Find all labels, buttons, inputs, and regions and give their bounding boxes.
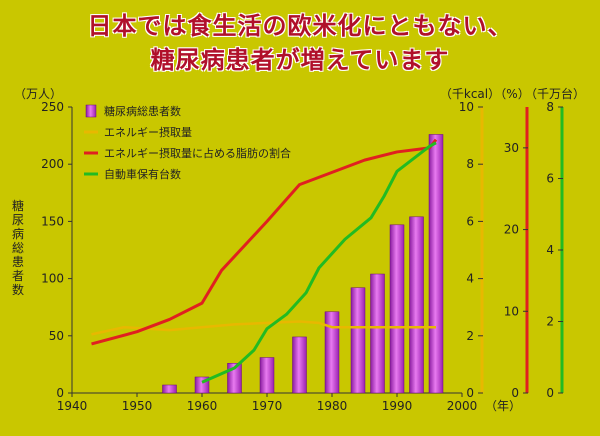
legend-label: 糖尿病総患者数 (104, 104, 181, 118)
bar-diabetes-patients (162, 384, 177, 394)
right-axis-unit-pct: （%） (494, 87, 529, 101)
left-axis-tick-label: 100 (41, 272, 64, 286)
bar-diabetes-patients (259, 357, 275, 394)
bar-diabetes-patients (428, 134, 444, 394)
bar-diabetes-patients (389, 224, 405, 394)
left-axis-unit: （万人） (14, 87, 62, 101)
right-axis-tick-label-kcal: 2 (466, 329, 474, 343)
slide-title-line1: 日本では食生活の欧米化にともない、 (87, 12, 513, 40)
right-axis-tick-label-cars: 8 (546, 100, 554, 114)
right-axis-tick-label-cars: 4 (546, 243, 554, 257)
bar-diabetes-patients (324, 311, 340, 394)
right-axis-tick-label-cars: 2 (546, 315, 554, 329)
left-axis-tick-label: 150 (41, 214, 64, 228)
right-axis-tick-label-kcal: 10 (459, 100, 474, 114)
left-axis-tick-label: 50 (49, 329, 64, 343)
bar-diabetes-patients (292, 336, 307, 394)
right-axis-tick-label-kcal: 8 (466, 157, 474, 171)
series-line-2 (201, 141, 437, 384)
series-line-1 (91, 138, 438, 346)
left-axis-tick-label: 0 (56, 386, 64, 400)
x-axis-tick-label: 1970 (252, 399, 283, 413)
bar-diabetes-patients (409, 216, 424, 394)
bar-diabetes-patients (350, 287, 366, 394)
right-axis-tick-label-pct: 30 (504, 141, 519, 155)
right-axis-tick-label-kcal: 4 (466, 272, 474, 286)
right-axis-tick-label-pct: 10 (504, 304, 519, 318)
slide-title-line2: 糖尿病患者が増えています (150, 46, 450, 74)
x-axis-tick-label: 1940 (57, 399, 88, 413)
left-axis-tick-label: 250 (41, 100, 64, 114)
legend-swatch-bar (85, 104, 97, 118)
bar-diabetes-patients (370, 273, 385, 394)
x-axis-tick-label: 1960 (187, 399, 218, 413)
right-axis-tick-label-pct: 20 (504, 223, 519, 237)
legend-label: エネルギー摂取量 (104, 125, 192, 139)
right-axis-tick-label-kcal: 6 (466, 214, 474, 228)
right-axis-tick-label-cars: 6 (546, 172, 554, 186)
legend-label: 自動車保有台数 (104, 167, 181, 181)
legend-label: エネルギー摂取量に占める脂肪の割合 (104, 146, 291, 160)
right-axis-unit-cars: （千万台） (525, 86, 585, 101)
left-axis-tick-label: 200 (41, 157, 64, 171)
left-axis-title: 糖尿病総患者数 (12, 198, 24, 297)
x-axis-tick-label: 1980 (317, 399, 348, 413)
x-axis-tick-label: 2000 (447, 399, 478, 413)
right-axis-tick-label-pct: 0 (511, 386, 519, 400)
right-axis-tick-label-cars: 0 (546, 386, 554, 400)
right-axis-tick-label-kcal: 0 (466, 386, 474, 400)
series-line-0 (91, 320, 436, 336)
x-axis-tick-label: 1990 (382, 399, 413, 413)
right-axis-unit-kcal: （千kcal） (440, 87, 500, 101)
x-axis-tick-label: 1950 (122, 399, 153, 413)
x-axis-unit: （年） (485, 399, 521, 413)
